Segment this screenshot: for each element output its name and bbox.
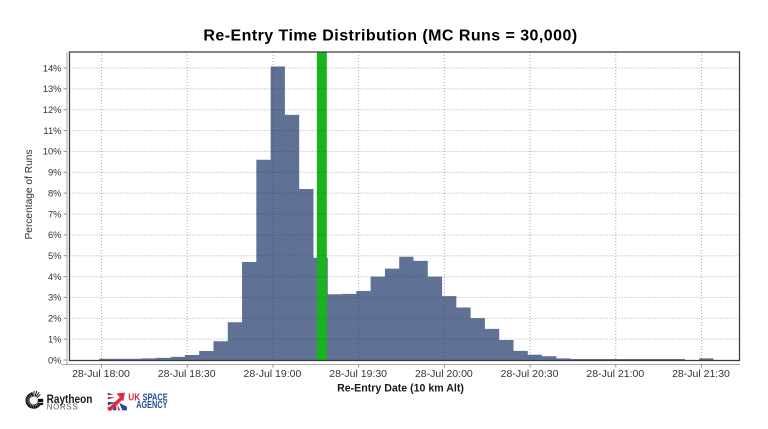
svg-text:AGENCY: AGENCY: [136, 399, 167, 411]
svg-text:8%: 8%: [48, 187, 62, 198]
svg-text:Re-Entry Date (10 km Alt): Re-Entry Date (10 km Alt): [337, 383, 464, 395]
svg-text:4%: 4%: [48, 271, 62, 282]
svg-text:28-Jul 19:00: 28-Jul 19:00: [244, 368, 302, 380]
svg-text:28-Jul 18:00: 28-Jul 18:00: [72, 368, 130, 380]
svg-text:9%: 9%: [48, 167, 62, 178]
svg-text:3%: 3%: [48, 292, 62, 303]
svg-text:6%: 6%: [48, 229, 62, 240]
svg-text:11%: 11%: [43, 125, 61, 136]
svg-text:7%: 7%: [48, 208, 62, 219]
svg-text:13%: 13%: [43, 83, 62, 94]
svg-text:Re-Entry Time Distribution (MC: Re-Entry Time Distribution (MC Runs = 30…: [203, 28, 577, 45]
svg-text:10%: 10%: [43, 146, 62, 157]
svg-text:28-Jul 21:30: 28-Jul 21:30: [672, 368, 730, 380]
svg-text:28-Jul 20:00: 28-Jul 20:00: [415, 368, 473, 380]
svg-text:28-Jul 19:30: 28-Jul 19:30: [329, 368, 387, 380]
svg-text:2%: 2%: [48, 313, 62, 324]
svg-text:14%: 14%: [43, 62, 62, 73]
svg-text:1%: 1%: [48, 333, 62, 344]
svg-text:0%: 0%: [48, 354, 62, 365]
svg-text:Percentage of Runs: Percentage of Runs: [24, 149, 35, 239]
svg-text:12%: 12%: [43, 104, 62, 115]
svg-text:NORSS: NORSS: [47, 402, 78, 411]
svg-text:28-Jul 21:00: 28-Jul 21:00: [586, 368, 644, 380]
svg-text:28-Jul 18:30: 28-Jul 18:30: [158, 368, 216, 380]
svg-text:28-Jul 20:30: 28-Jul 20:30: [501, 368, 559, 380]
svg-text:5%: 5%: [48, 250, 62, 261]
